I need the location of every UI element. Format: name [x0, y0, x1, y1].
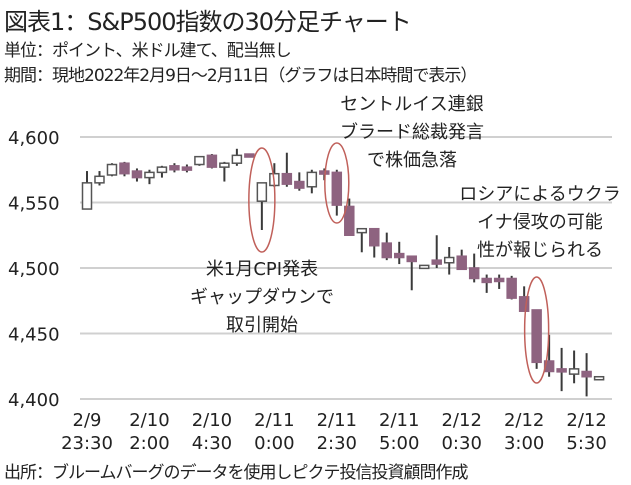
- candle-body: [468, 267, 480, 280]
- candle-body: [493, 277, 505, 283]
- x-tick-date: 2/11: [254, 410, 294, 431]
- candle-body: [369, 227, 380, 247]
- candle-body: [231, 154, 243, 164]
- candle-body: [144, 171, 155, 179]
- x-tick-date: 2/10: [129, 410, 169, 431]
- x-tick-date: 2/12: [566, 410, 606, 431]
- x-tick-time: 4:30: [192, 433, 232, 454]
- x-tick-date: 2/12: [441, 410, 481, 431]
- candle-body: [294, 180, 305, 189]
- candle-body: [506, 277, 517, 299]
- x-tick-time: 5:00: [379, 433, 419, 454]
- highlight-ellipse: [324, 142, 350, 224]
- annotation-text: ブラード総裁発言: [340, 121, 484, 143]
- y-tick-label: 4,550: [8, 194, 60, 215]
- y-tick-label: 4,450: [8, 325, 60, 346]
- candle-body: [156, 166, 168, 174]
- annotation-text: 米1月CPI発表: [206, 259, 318, 280]
- candle-body: [106, 163, 118, 176]
- unit-note: 単位：ポイント、米ドル建て、配当無し: [4, 41, 292, 61]
- candle-body: [531, 309, 542, 364]
- candle-body: [381, 242, 393, 259]
- x-tick-time: 2:30: [317, 433, 357, 454]
- annotation-text: イナ侵攻の可能: [477, 212, 603, 233]
- candle-body: [256, 182, 268, 202]
- highlight-ellipse: [248, 147, 276, 253]
- candle-body: [443, 256, 455, 264]
- chart-title: 図表1：S&P500指数の30分足チャート: [4, 8, 412, 36]
- candle-body: [406, 255, 417, 263]
- y-tick-label: 4,600: [8, 128, 60, 149]
- candle-body: [568, 368, 580, 375]
- candle-body: [81, 182, 93, 210]
- x-tick-date: 2/12: [504, 410, 544, 431]
- candle-body: [331, 171, 343, 206]
- candle-body: [244, 153, 255, 158]
- y-tick-label: 4,400: [8, 390, 60, 411]
- x-tick-date: 2/11: [317, 410, 357, 431]
- candle-body: [431, 259, 442, 265]
- candle-body: [306, 171, 318, 188]
- annotation-text: で株価急落: [367, 150, 457, 171]
- candle-body: [194, 155, 205, 166]
- y-tick-label: 4,500: [8, 259, 60, 280]
- x-tick-time: 0:00: [254, 433, 294, 454]
- x-tick-date: 2/9: [73, 410, 102, 431]
- candle-body: [581, 370, 592, 378]
- x-tick-time: 23:30: [61, 433, 113, 454]
- candle-body: [206, 154, 218, 168]
- highlight-ellipse: [523, 276, 550, 384]
- candle-body: [556, 368, 567, 373]
- x-tick-time: 5:30: [566, 433, 606, 454]
- x-tick-date: 2/11: [379, 410, 419, 431]
- candle-body: [169, 165, 180, 171]
- candle-body: [344, 205, 355, 236]
- candle-body: [481, 277, 492, 284]
- period-note: 期間：現地2022年2月9日～2月11日（グラフは日本時間で表示）: [4, 66, 477, 86]
- candle-body: [456, 255, 467, 271]
- candle-body: [356, 227, 368, 234]
- annotation-text: セントルイス連銀: [340, 94, 483, 115]
- candle-body: [181, 166, 193, 171]
- candle-body: [219, 162, 230, 168]
- candle-body: [518, 296, 530, 312]
- x-tick-time: 2:00: [129, 433, 169, 454]
- candle-body: [418, 264, 430, 270]
- candle-body: [319, 170, 330, 175]
- annotation-text: ギャップダウンで: [190, 287, 334, 308]
- candle-body: [394, 252, 405, 259]
- candle-body: [119, 162, 130, 175]
- candle-body: [94, 175, 105, 184]
- annotation-text: 性が報じられる: [477, 240, 603, 261]
- x-tick-time: 3:00: [504, 433, 544, 454]
- candle-body: [131, 170, 143, 179]
- annotation-text: 取引開始: [226, 315, 298, 336]
- annotation-text: ロシアによるウクラ: [459, 184, 620, 205]
- x-tick-time: 0:30: [441, 433, 481, 454]
- candle-body: [281, 172, 293, 185]
- candle-body: [593, 375, 605, 381]
- x-tick-date: 2/10: [192, 410, 232, 431]
- source-note: 出所：ブルームバーグのデータを使用しピクテ投信投資顧問作成: [4, 463, 468, 483]
